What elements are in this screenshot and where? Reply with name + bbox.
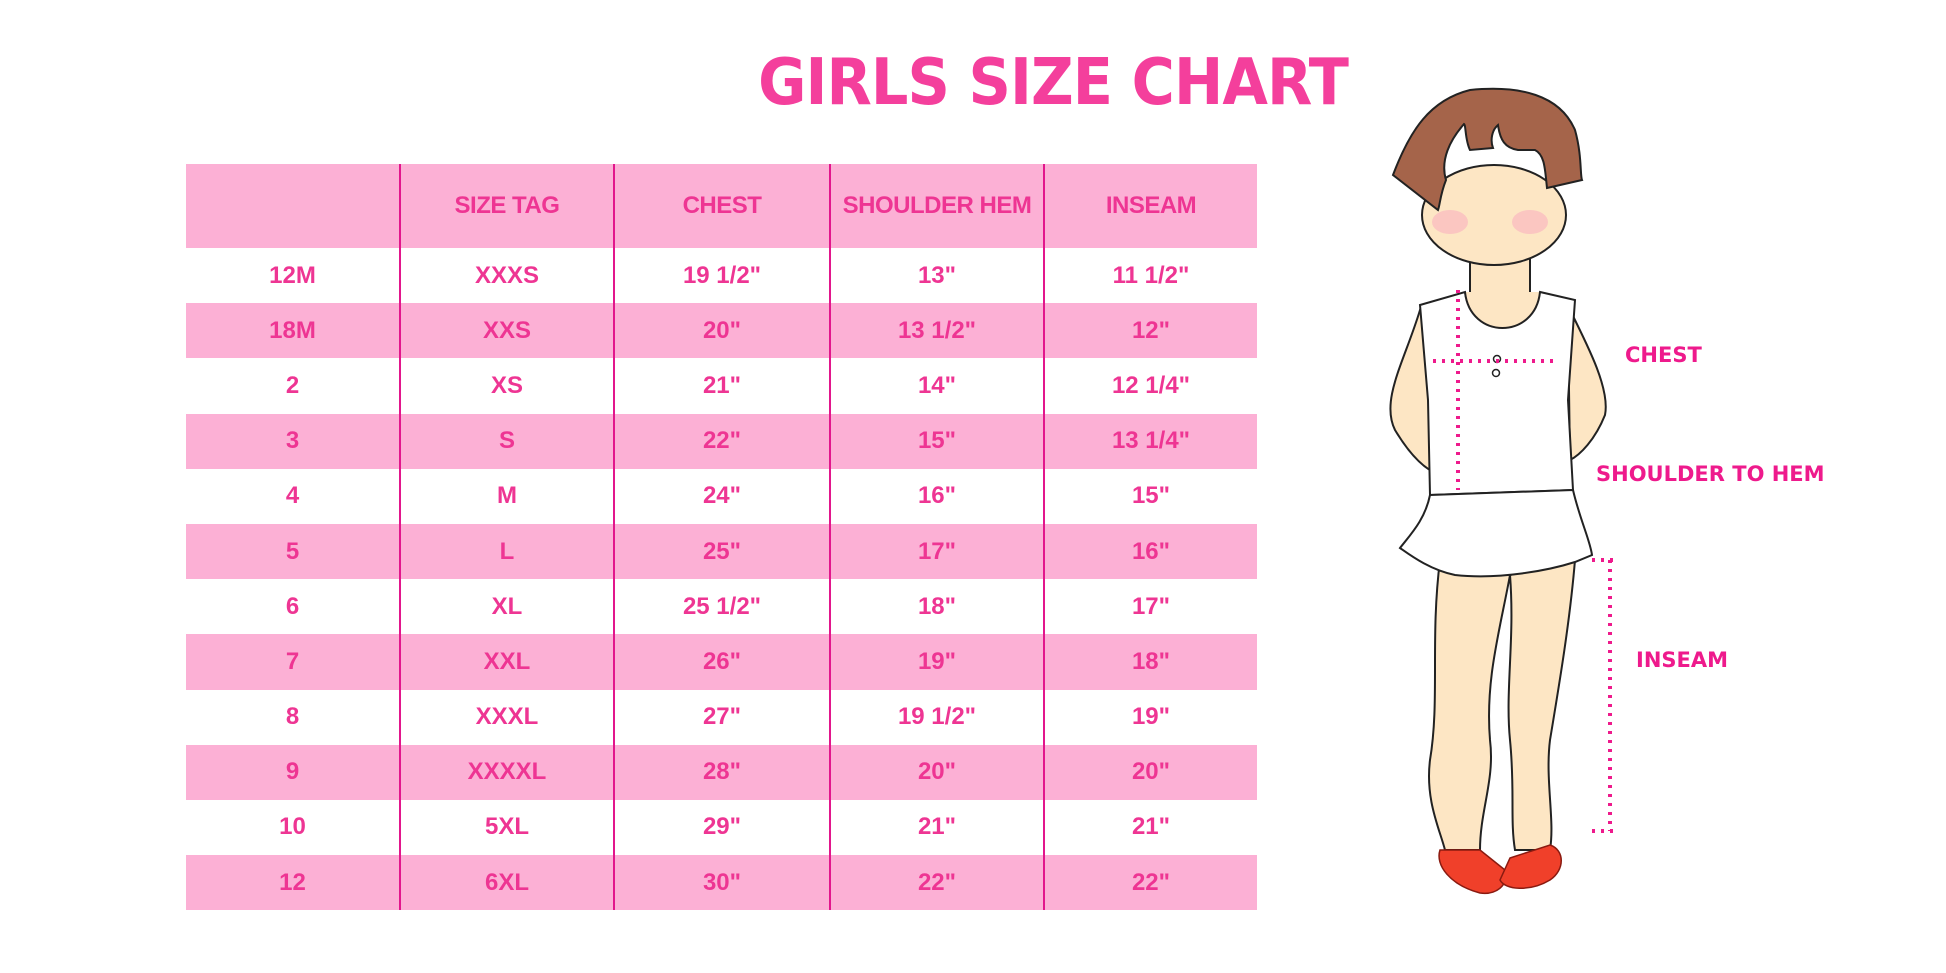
button — [1491, 368, 1501, 378]
table-cell: 16" — [1043, 523, 1257, 580]
table-cell: 17" — [1043, 579, 1257, 635]
table-row: 6 XL 25 1/2" 18" 17" — [186, 579, 1257, 635]
column-header: INSEAM — [1043, 164, 1257, 248]
page-title: GIRLS SIZE CHART — [758, 46, 1349, 120]
table-cell: XXXS — [399, 248, 614, 304]
table-cell: M — [399, 468, 614, 524]
table-cell: 22" — [613, 413, 830, 469]
table-header-row: SIZE TAG CHEST SHOULDER HEM INSEAM — [186, 164, 1257, 248]
column-header: SIZE TAG — [399, 164, 614, 248]
table-cell: 4 — [285, 482, 300, 510]
table-cell: 10 — [279, 813, 306, 841]
table-cell: 22" — [829, 855, 1044, 911]
table-cell: XS — [399, 358, 614, 414]
table-cell: 6 — [285, 592, 300, 620]
column-header: SHOULDER HEM — [829, 164, 1044, 248]
hair — [1391, 87, 1584, 212]
table-cell: 25 1/2" — [613, 579, 830, 635]
skirt — [1398, 488, 1594, 578]
table-row: 4 M 24" 16" 15" — [186, 468, 1257, 524]
table-cell: XXL — [399, 634, 614, 690]
shoulder-to-hem-label: SHOULDER TO HEM — [1596, 462, 1825, 486]
table-cell: 5XL — [399, 799, 614, 856]
table-cell: 29" — [613, 799, 830, 856]
table-cell: 13" — [829, 248, 1044, 304]
table-cell: XXXXL — [399, 744, 614, 800]
table-cell: 27" — [613, 689, 830, 745]
table-cell: 19 1/2" — [613, 248, 830, 304]
table-cell: 16" — [829, 468, 1044, 524]
table-row: 5 L 25" 17" 16" — [186, 523, 1257, 580]
table-row: 3 S 22" 15" 13 1/4" — [186, 413, 1257, 469]
table-cell: 19 1/2" — [829, 689, 1044, 745]
table-cell: 21" — [1043, 799, 1257, 856]
table-cell: 24" — [613, 468, 830, 524]
table-cell: 13 1/4" — [1043, 413, 1257, 469]
table-cell: 15" — [829, 413, 1044, 469]
table-cell: 3 — [186, 413, 400, 469]
table-cell: 20" — [613, 303, 830, 359]
table-cell: XXS — [399, 303, 614, 359]
table-cell: 28" — [613, 744, 830, 800]
table-cell: 6XL — [399, 855, 614, 911]
table-cell: 13 1/2" — [829, 303, 1044, 359]
cheek — [1432, 210, 1468, 234]
shoes — [1438, 844, 1562, 895]
table-cell: 20" — [1043, 744, 1257, 800]
table-row: 12M XXXS 19 1/2" 13" 11 1/2" — [186, 248, 1257, 304]
table-cell: 18" — [829, 579, 1044, 635]
table-cell: XL — [399, 579, 614, 635]
table-row: 18M XXS 20" 13 1/2" 12" — [186, 303, 1257, 359]
table-cell: 17" — [829, 523, 1044, 580]
table-cell: 19" — [1043, 689, 1257, 745]
chest-label: CHEST — [1625, 343, 1702, 367]
table-cell: 15" — [1043, 468, 1257, 524]
table-cell: 12" — [1043, 303, 1257, 359]
table-cell: 19" — [829, 634, 1044, 690]
table-cell: 26" — [613, 634, 830, 690]
table-row: 10 5XL 29" 21" 21" — [186, 799, 1257, 856]
table-cell: 18M — [186, 303, 400, 359]
table-cell: 25" — [613, 523, 830, 580]
cheek — [1512, 210, 1548, 234]
table-cell: 21" — [613, 358, 830, 414]
table-cell: 12 — [186, 855, 400, 911]
table-cell: S — [399, 413, 614, 469]
table-row: 12 6XL 30" 22" 22" — [186, 855, 1257, 911]
table-cell: 30" — [613, 855, 830, 911]
table-row: 9 XXXXL 28" 20" 20" — [186, 744, 1257, 800]
table-cell: 22" — [1043, 855, 1257, 911]
table-cell: 9 — [186, 744, 400, 800]
table-cell: 11 1/2" — [1043, 248, 1257, 304]
table-cell: 21" — [829, 799, 1044, 856]
table-row: 2 XS 21" 14" 12 1/4" — [186, 358, 1257, 414]
table-cell: 5 — [186, 523, 400, 580]
measure-lines — [1433, 290, 1618, 833]
table-cell: 18" — [1043, 634, 1257, 690]
table-cell: 2 — [285, 371, 300, 399]
table-cell: L — [399, 523, 614, 580]
table-cell: 14" — [829, 358, 1044, 414]
table-cell: 12 1/4" — [1043, 358, 1257, 414]
table-cell: XXXL — [399, 689, 614, 745]
neckline — [1464, 291, 1541, 329]
column-header — [186, 164, 400, 248]
legs — [1428, 558, 1577, 851]
column-header: CHEST — [613, 164, 830, 248]
table-row: 7 XXL 26" 19" 18" — [186, 634, 1257, 690]
table-row: 8 XXXL 27" 19 1/2" 19" — [186, 689, 1257, 745]
table-cell: 7 — [186, 634, 400, 690]
table-cell: 20" — [829, 744, 1044, 800]
table-cell: 12M — [269, 261, 316, 289]
inseam-label: INSEAM — [1636, 648, 1729, 672]
table-cell: 8 — [285, 703, 300, 731]
face — [1421, 164, 1567, 266]
size-chart-table: SIZE TAG CHEST SHOULDER HEM INSEAM 12M XXXS 1… — [186, 164, 1257, 911]
